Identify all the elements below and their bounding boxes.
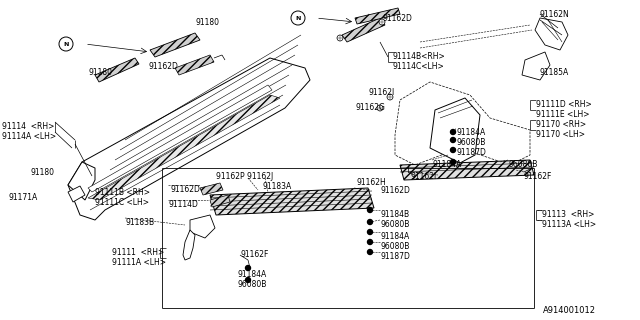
Text: 91162D: 91162D bbox=[148, 62, 178, 71]
Polygon shape bbox=[395, 82, 530, 165]
Circle shape bbox=[246, 277, 250, 283]
Text: 91162D: 91162D bbox=[170, 185, 200, 194]
Text: 91184A: 91184A bbox=[432, 160, 461, 169]
Circle shape bbox=[379, 19, 385, 25]
Polygon shape bbox=[522, 52, 550, 80]
Polygon shape bbox=[68, 162, 95, 200]
Text: 91187D: 91187D bbox=[456, 148, 486, 157]
Polygon shape bbox=[342, 18, 385, 42]
Text: 96080B: 96080B bbox=[380, 242, 410, 251]
Circle shape bbox=[367, 250, 372, 254]
Text: 91114C<LH>: 91114C<LH> bbox=[392, 62, 444, 71]
Circle shape bbox=[337, 35, 343, 41]
Text: 91113  <RH>: 91113 <RH> bbox=[542, 210, 595, 219]
Polygon shape bbox=[190, 215, 215, 238]
Text: 91114B<RH>: 91114B<RH> bbox=[392, 52, 445, 61]
Text: 91171A: 91171A bbox=[8, 193, 37, 202]
Polygon shape bbox=[68, 186, 85, 202]
Text: 91162H: 91162H bbox=[356, 178, 386, 187]
Circle shape bbox=[451, 148, 456, 153]
Polygon shape bbox=[183, 230, 195, 260]
Text: N: N bbox=[63, 42, 68, 46]
Text: 91184A: 91184A bbox=[380, 232, 409, 241]
Text: 91114  <RH>: 91114 <RH> bbox=[2, 122, 54, 131]
Text: 91180: 91180 bbox=[30, 168, 54, 177]
Text: 91183A: 91183A bbox=[262, 182, 291, 191]
Polygon shape bbox=[210, 188, 374, 215]
Text: 91111E <LH>: 91111E <LH> bbox=[536, 110, 589, 119]
Text: 91111D <RH>: 91111D <RH> bbox=[536, 100, 592, 109]
Circle shape bbox=[451, 159, 456, 164]
Text: 96080B: 96080B bbox=[508, 160, 538, 169]
Text: 91111B <RH>: 91111B <RH> bbox=[95, 188, 150, 197]
Circle shape bbox=[367, 239, 372, 244]
Circle shape bbox=[451, 130, 456, 134]
Text: 91170 <RH>: 91170 <RH> bbox=[536, 120, 586, 129]
Text: N: N bbox=[295, 15, 301, 20]
Text: 91184A: 91184A bbox=[237, 270, 266, 279]
Text: 91111A <LH>: 91111A <LH> bbox=[112, 258, 166, 267]
Text: A914001012: A914001012 bbox=[543, 306, 596, 315]
Text: 91180: 91180 bbox=[88, 68, 112, 77]
Text: 91184B: 91184B bbox=[380, 210, 409, 219]
Polygon shape bbox=[355, 8, 400, 24]
Text: 91162I: 91162I bbox=[368, 88, 394, 97]
Circle shape bbox=[59, 37, 73, 51]
Text: 91111  <RH>: 91111 <RH> bbox=[112, 248, 164, 257]
Circle shape bbox=[451, 138, 456, 142]
Text: 91184A: 91184A bbox=[456, 128, 485, 137]
Polygon shape bbox=[400, 160, 534, 180]
Text: 96080B: 96080B bbox=[237, 280, 266, 289]
Text: 91183B: 91183B bbox=[125, 218, 154, 227]
Circle shape bbox=[367, 220, 372, 225]
Text: 91162I: 91162I bbox=[410, 172, 436, 181]
Circle shape bbox=[377, 105, 383, 111]
Text: 91162N: 91162N bbox=[540, 10, 570, 19]
Text: 96080B: 96080B bbox=[380, 220, 410, 229]
Polygon shape bbox=[95, 58, 139, 82]
Polygon shape bbox=[150, 33, 200, 57]
Text: 91162G: 91162G bbox=[355, 103, 385, 112]
Polygon shape bbox=[88, 85, 272, 192]
Text: 91113A <LH>: 91113A <LH> bbox=[542, 220, 596, 229]
Text: 91162D: 91162D bbox=[380, 186, 410, 195]
Text: 91170 <LH>: 91170 <LH> bbox=[536, 130, 585, 139]
Text: 91162P 91162J: 91162P 91162J bbox=[216, 172, 273, 181]
Polygon shape bbox=[210, 195, 230, 207]
Text: 91111C <LH>: 91111C <LH> bbox=[95, 198, 149, 207]
Text: 91162D: 91162D bbox=[382, 14, 412, 23]
Circle shape bbox=[387, 94, 393, 100]
Polygon shape bbox=[175, 55, 214, 75]
Text: 96080B: 96080B bbox=[456, 138, 485, 147]
Circle shape bbox=[367, 229, 372, 235]
Text: 91114D: 91114D bbox=[168, 200, 198, 209]
Circle shape bbox=[367, 207, 372, 212]
Polygon shape bbox=[68, 58, 310, 220]
Text: 91162F: 91162F bbox=[524, 172, 552, 181]
Polygon shape bbox=[200, 183, 223, 195]
Text: 91185A: 91185A bbox=[540, 68, 569, 77]
Polygon shape bbox=[88, 95, 280, 200]
Circle shape bbox=[291, 11, 305, 25]
Polygon shape bbox=[430, 98, 480, 163]
Circle shape bbox=[246, 266, 250, 270]
Text: 91187D: 91187D bbox=[380, 252, 410, 261]
Text: 91180: 91180 bbox=[195, 18, 219, 27]
Text: 91162F: 91162F bbox=[240, 250, 268, 259]
Text: 91114A <LH>: 91114A <LH> bbox=[2, 132, 56, 141]
Polygon shape bbox=[535, 18, 568, 50]
